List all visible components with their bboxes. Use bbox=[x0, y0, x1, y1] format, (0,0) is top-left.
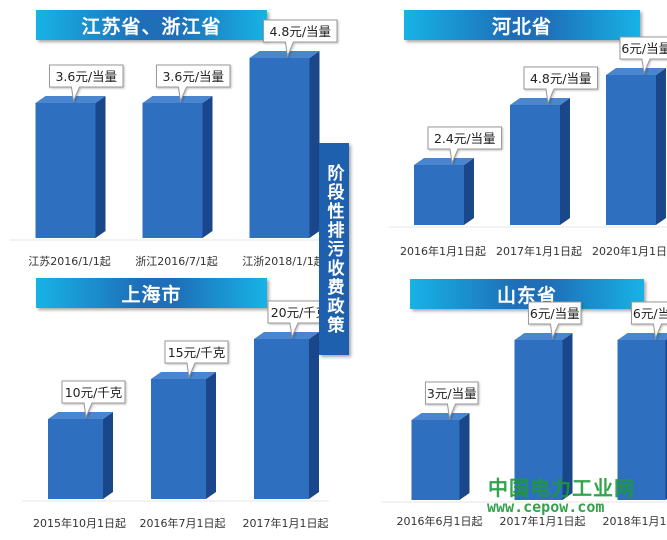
data-label: 4.8元/当量 bbox=[269, 24, 331, 39]
watermark-url: www.cepow.com bbox=[487, 498, 605, 516]
bar-top bbox=[514, 333, 573, 340]
data-label-callout: 6元/当量 bbox=[528, 301, 582, 340]
data-label: 2.4元/当量 bbox=[434, 131, 496, 146]
bar-front bbox=[254, 339, 309, 499]
bar-top bbox=[617, 333, 667, 340]
data-label: 20元/千克 bbox=[271, 305, 329, 320]
bar-front bbox=[411, 420, 460, 500]
data-label: 6元/当量 bbox=[530, 306, 580, 321]
bar-side bbox=[309, 51, 320, 238]
panel-title-shandong: 山东省 bbox=[410, 279, 644, 309]
data-label: 3元/当量 bbox=[427, 386, 477, 401]
data-label-callout: 4.8元/当量 bbox=[263, 19, 338, 58]
bar-front bbox=[414, 165, 464, 225]
bar-front bbox=[510, 105, 560, 225]
bar-top bbox=[151, 372, 216, 379]
data-label-callout: 15元/千克 bbox=[164, 340, 229, 379]
watermark-cn: 中国电力工业网 bbox=[488, 476, 635, 500]
data-label-callout: 3.6元/当量 bbox=[156, 64, 231, 103]
panel-title-shanghai: 上海市 bbox=[36, 278, 267, 308]
category-label: 2016年6月1日起 bbox=[397, 514, 483, 528]
bar-front bbox=[142, 103, 203, 238]
bar-side bbox=[309, 332, 319, 499]
data-label: 6元/当量 bbox=[633, 306, 667, 321]
bar-front bbox=[617, 340, 666, 500]
bar-1 bbox=[48, 412, 113, 499]
category-label: 2017年1月1日起 bbox=[243, 516, 329, 530]
data-label: 6元/当量 bbox=[621, 41, 667, 56]
data-label-callout: 3元/当量 bbox=[425, 381, 479, 420]
bar-1 bbox=[414, 158, 474, 225]
bar-front bbox=[514, 340, 563, 500]
category-label: 2017年1月1日起 bbox=[496, 244, 582, 258]
data-label: 3.6元/当量 bbox=[162, 69, 224, 84]
bar-top bbox=[411, 413, 470, 420]
data-label-callout: 3.6元/当量 bbox=[49, 64, 124, 103]
bar-top bbox=[142, 96, 213, 103]
bar-2 bbox=[514, 333, 573, 500]
category-label: 浙江2016/7/1起 bbox=[135, 255, 217, 268]
bar-side bbox=[464, 158, 474, 225]
bar-3 bbox=[617, 333, 667, 500]
bar-top bbox=[249, 51, 320, 58]
category-label: 江苏2016/1/1起 bbox=[28, 255, 110, 268]
category-label: 2017年1月1日起 bbox=[500, 514, 586, 528]
bar-2 bbox=[151, 372, 216, 499]
bar-side bbox=[103, 412, 113, 499]
category-label: 2016年1月1日起 bbox=[400, 244, 486, 258]
bar-2 bbox=[510, 98, 570, 225]
bar-side bbox=[206, 372, 216, 499]
bar-side bbox=[95, 96, 106, 238]
bar-top bbox=[48, 412, 113, 419]
bar-side bbox=[459, 413, 470, 500]
bar-1 bbox=[35, 96, 106, 238]
data-label: 4.8元/当量 bbox=[530, 71, 592, 86]
data-label: 15元/千克 bbox=[168, 345, 226, 360]
category-label: 2015年10月1日起 bbox=[33, 516, 126, 530]
data-label: 10元/千克 bbox=[65, 385, 123, 400]
bar-front bbox=[606, 75, 656, 225]
data-label: 3.6元/当量 bbox=[55, 69, 117, 84]
data-label-callout: 6元/当量 bbox=[631, 301, 667, 340]
bar-front bbox=[249, 58, 310, 238]
bar-side bbox=[562, 333, 573, 500]
data-label-callout: 6元/当量 bbox=[619, 36, 667, 75]
category-label: 2020年1月1日起 bbox=[592, 244, 667, 258]
data-label-callout: 10元/千克 bbox=[61, 380, 126, 419]
data-label-callout: 4.8元/当量 bbox=[523, 66, 598, 105]
panel-title-jiangsu-zhejiang: 江苏省、浙江省 bbox=[36, 10, 267, 40]
bar-front bbox=[35, 103, 96, 238]
bar-top bbox=[254, 332, 319, 339]
category-label: 2018年1月1日起 bbox=[603, 514, 667, 528]
bar-top bbox=[606, 68, 666, 75]
bar-3 bbox=[606, 68, 666, 225]
data-label-callout: 2.4元/当量 bbox=[427, 126, 502, 165]
category-label: 江浙2018/1/1起 bbox=[242, 255, 324, 268]
bar-3 bbox=[254, 332, 319, 499]
bar-3 bbox=[249, 51, 320, 238]
bar-1 bbox=[411, 413, 470, 500]
bar-side bbox=[560, 98, 570, 225]
bar-top bbox=[35, 96, 106, 103]
category-label: 2016年7月1日起 bbox=[140, 516, 226, 530]
bar-front bbox=[151, 379, 206, 499]
bar-front bbox=[48, 419, 103, 499]
bar-top bbox=[414, 158, 474, 165]
panel-title-hebei: 河北省 bbox=[404, 10, 640, 40]
bar-top bbox=[510, 98, 570, 105]
bar-side bbox=[202, 96, 213, 238]
policy-vertical-title: 阶段性排污收费政策 bbox=[319, 143, 349, 355]
bar-2 bbox=[142, 96, 213, 238]
bar-side bbox=[656, 68, 666, 225]
